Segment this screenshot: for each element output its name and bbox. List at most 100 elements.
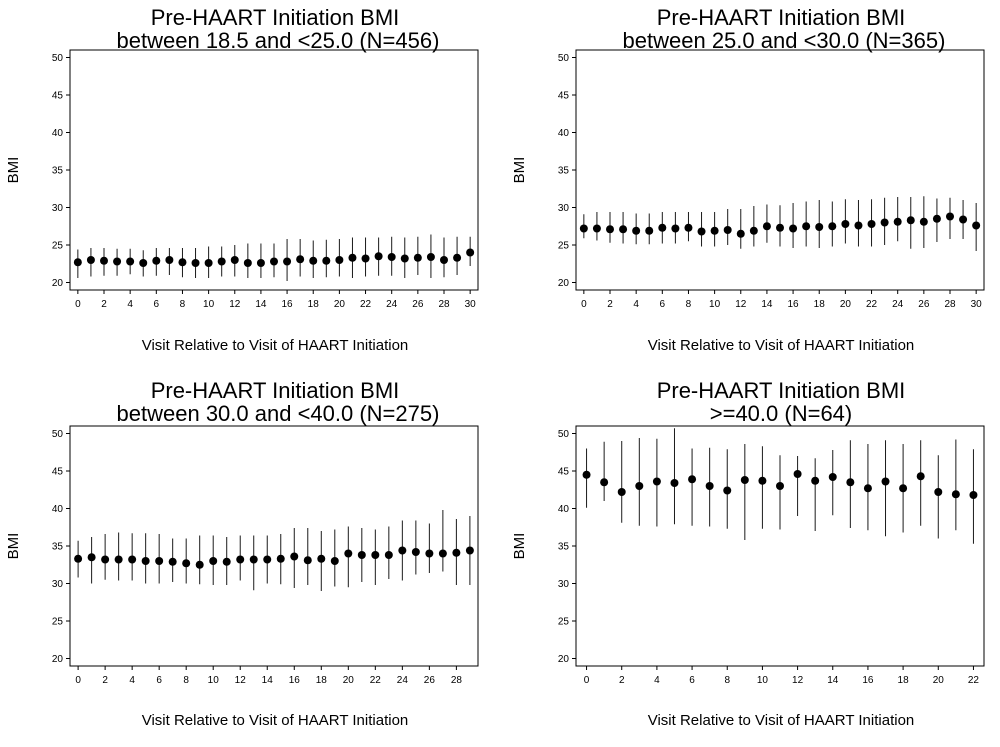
mean-point	[863, 484, 872, 493]
x-tick-label: 0	[584, 675, 590, 686]
x-axis-label: Visit Relative to Visit of HAART Initiat…	[648, 712, 915, 729]
x-axis-label: Visit Relative to Visit of HAART Initiat…	[142, 712, 409, 729]
mean-point	[972, 221, 981, 230]
mean-point	[846, 478, 855, 487]
mean-point	[204, 259, 213, 267]
mean-point	[114, 555, 123, 564]
x-axis-label: Visit Relative to Visit of HAART Initiat…	[142, 337, 409, 354]
y-tick-label: 20	[52, 278, 64, 289]
y-axis-label: BMI	[511, 157, 528, 184]
y-axis-label: BMI	[5, 157, 22, 184]
mean-point	[671, 224, 680, 233]
mean-point	[152, 256, 161, 265]
mean-point	[579, 224, 588, 233]
x-tick-label: 14	[255, 299, 267, 310]
x-tick-label: 8	[180, 299, 186, 310]
mean-point	[139, 259, 148, 267]
mean-point	[854, 221, 863, 230]
mean-point	[606, 225, 614, 234]
mean-point	[802, 222, 811, 231]
y-tick-label: 45	[52, 91, 64, 102]
y-tick-label: 50	[52, 429, 64, 440]
mean-point	[371, 551, 380, 559]
mean-point	[413, 253, 422, 262]
y-tick-label: 45	[558, 91, 570, 102]
mean-point	[582, 470, 591, 479]
y-tick-label: 40	[52, 128, 64, 139]
mean-point	[652, 477, 661, 486]
mean-point	[126, 257, 135, 266]
y-tick-label: 25	[558, 241, 570, 252]
mean-point	[236, 555, 245, 564]
mean-point	[932, 214, 941, 223]
mean-point	[309, 256, 318, 265]
mean-point	[688, 475, 697, 484]
y-tick-label: 25	[52, 241, 64, 252]
y-tick-label: 50	[558, 53, 570, 64]
x-tick-label: 6	[660, 299, 666, 310]
mean-point	[617, 488, 626, 496]
mean-point	[191, 259, 200, 267]
mean-point	[317, 554, 326, 563]
x-tick-label: 2	[101, 299, 107, 310]
x-tick-label: 30	[971, 299, 983, 310]
x-tick-label: 28	[451, 675, 463, 686]
x-tick-label: 0	[75, 299, 81, 310]
mean-point	[969, 491, 978, 499]
x-tick-label: 18	[308, 299, 320, 310]
x-tick-label: 10	[203, 299, 215, 310]
mean-point	[749, 226, 758, 235]
mean-point	[828, 473, 837, 481]
x-tick-label: 20	[933, 675, 945, 686]
mean-point	[440, 256, 448, 264]
x-tick-label: 8	[724, 675, 730, 686]
mean-point	[361, 254, 370, 263]
chart-subtitle: >=40.0 (N=64)	[710, 401, 852, 426]
mean-point	[906, 216, 915, 225]
mean-point	[74, 554, 83, 563]
mean-point	[815, 223, 824, 231]
x-tick-label: 18	[316, 675, 328, 686]
x-tick-label: 12	[235, 675, 247, 686]
mean-point	[762, 222, 771, 231]
mean-point	[776, 223, 784, 232]
mean-point	[899, 484, 908, 493]
x-tick-label: 22	[360, 299, 372, 310]
mean-point	[793, 470, 802, 478]
mean-point	[398, 546, 407, 555]
mean-point	[348, 253, 357, 262]
x-tick-label: 28	[944, 299, 956, 310]
mean-point	[86, 256, 95, 264]
x-tick-label: 6	[156, 675, 162, 686]
chart-svg: Pre-HAART Initiation BMI between 25.0 an…	[511, 5, 985, 354]
mean-point	[934, 488, 943, 496]
chart-panel-bmi-25-30: Pre-HAART Initiation BMI between 25.0 an…	[506, 0, 1000, 371]
mean-point	[335, 256, 344, 264]
mean-point	[635, 482, 644, 490]
mean-point	[697, 227, 706, 236]
y-tick-label: 30	[52, 579, 64, 590]
x-tick-label: 6	[689, 675, 695, 686]
mean-point	[270, 257, 278, 266]
x-tick-label: 12	[735, 299, 747, 310]
y-tick-label: 25	[558, 617, 570, 628]
mean-point	[303, 556, 312, 565]
x-tick-label: 20	[334, 299, 346, 310]
mean-point	[916, 472, 925, 481]
mean-point	[128, 555, 137, 564]
mean-point	[195, 560, 204, 569]
mean-point	[387, 253, 396, 261]
mean-point	[411, 548, 420, 556]
mean-point	[100, 256, 108, 265]
y-tick-label: 35	[52, 542, 64, 553]
mean-point	[723, 486, 732, 495]
x-tick-label: 22	[968, 675, 980, 686]
x-tick-label: 4	[127, 299, 133, 310]
y-tick-label: 20	[52, 654, 64, 665]
y-tick-label: 20	[558, 654, 570, 665]
mean-point	[453, 253, 462, 262]
mean-point	[645, 226, 654, 235]
x-tick-label: 20	[840, 299, 852, 310]
